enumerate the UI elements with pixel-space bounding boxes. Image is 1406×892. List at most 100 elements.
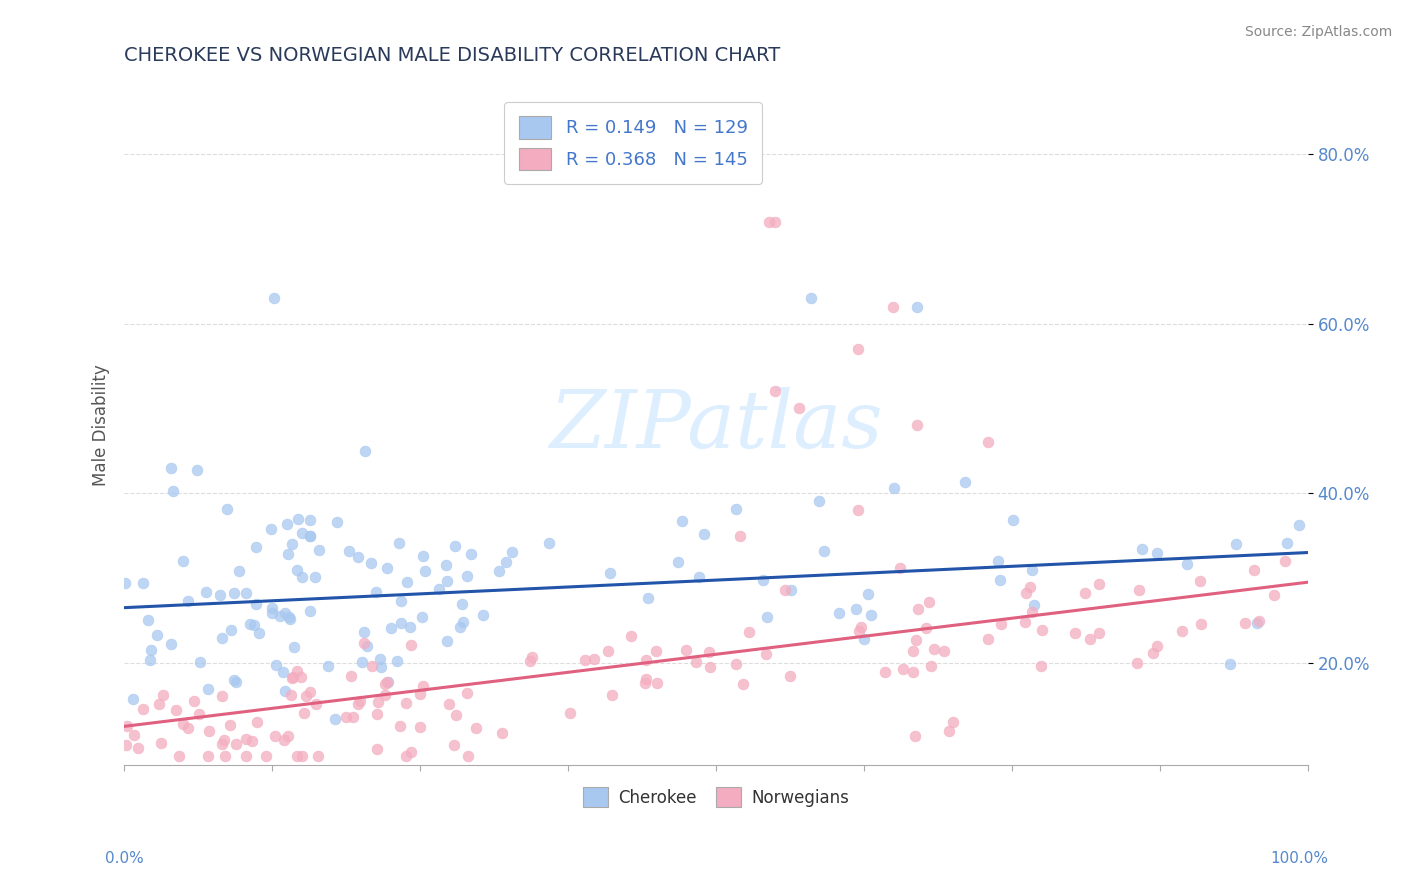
- Point: [1246, 615, 1268, 630]
- Point: [938, 723, 960, 738]
- Point: [380, 621, 402, 635]
- Point: [755, 647, 778, 661]
- Point: [724, 657, 747, 672]
- Point: [1130, 541, 1153, 556]
- Point: [399, 745, 422, 759]
- Point: [752, 573, 775, 587]
- Point: [374, 677, 396, 691]
- Point: [136, 613, 159, 627]
- Point: [366, 741, 388, 756]
- Text: ZIPatlas: ZIPatlas: [550, 386, 883, 464]
- Point: [904, 632, 927, 647]
- Point: [215, 502, 238, 516]
- Point: [1146, 546, 1168, 560]
- Point: [225, 738, 247, 752]
- Point: [1219, 657, 1241, 671]
- Point: [647, 676, 669, 690]
- Point: [122, 728, 145, 742]
- Point: [905, 300, 928, 314]
- Point: [596, 643, 619, 657]
- Point: [1189, 574, 1212, 589]
- Point: [211, 632, 233, 646]
- Point: [443, 738, 465, 752]
- Point: [685, 655, 707, 669]
- Point: [245, 540, 267, 554]
- Point: [411, 610, 433, 624]
- Point: [1275, 535, 1298, 549]
- Point: [891, 662, 914, 676]
- Point: [728, 528, 751, 542]
- Point: [671, 514, 693, 528]
- Point: [159, 637, 181, 651]
- Point: [449, 620, 471, 634]
- Point: [264, 657, 287, 672]
- Point: [800, 291, 823, 305]
- Point: [620, 629, 643, 643]
- Point: [132, 575, 155, 590]
- Point: [197, 749, 219, 764]
- Point: [787, 401, 810, 416]
- Point: [274, 683, 297, 698]
- Point: [243, 617, 266, 632]
- Point: [263, 291, 285, 305]
- Point: [285, 749, 308, 764]
- Point: [228, 564, 250, 578]
- Point: [645, 644, 668, 658]
- Point: [1274, 554, 1296, 568]
- Point: [1146, 639, 1168, 653]
- Point: [367, 695, 389, 709]
- Point: [848, 624, 870, 639]
- Point: [915, 621, 938, 635]
- Point: [208, 588, 231, 602]
- Point: [688, 570, 710, 584]
- Point: [280, 688, 302, 702]
- Point: [901, 644, 924, 658]
- Point: [131, 701, 153, 715]
- Point: [225, 675, 247, 690]
- Point: [1001, 513, 1024, 527]
- Point: [1064, 625, 1087, 640]
- Point: [1087, 577, 1109, 591]
- Point: [456, 686, 478, 700]
- Point: [443, 539, 465, 553]
- Point: [370, 659, 392, 673]
- Point: [235, 749, 257, 764]
- Point: [522, 650, 544, 665]
- Point: [177, 721, 200, 735]
- Point: [238, 616, 260, 631]
- Point: [1171, 624, 1194, 639]
- Point: [889, 560, 911, 574]
- Point: [287, 512, 309, 526]
- Point: [437, 697, 460, 711]
- Point: [813, 543, 835, 558]
- Point: [385, 653, 408, 667]
- Point: [755, 609, 778, 624]
- Point: [1029, 658, 1052, 673]
- Point: [148, 697, 170, 711]
- Point: [246, 715, 269, 730]
- Y-axis label: Male Disability: Male Disability: [93, 365, 110, 486]
- Point: [882, 300, 904, 314]
- Point: [308, 543, 330, 558]
- Point: [366, 707, 388, 722]
- Point: [953, 475, 976, 489]
- Point: [277, 729, 299, 743]
- Point: [339, 669, 361, 683]
- Point: [922, 642, 945, 657]
- Point: [273, 733, 295, 747]
- Point: [183, 694, 205, 708]
- Text: CHEROKEE VS NORWEGIAN MALE DISABILITY CORRELATION CHART: CHEROKEE VS NORWEGIAN MALE DISABILITY CO…: [124, 46, 780, 65]
- Point: [278, 612, 301, 626]
- Point: [1031, 623, 1053, 637]
- Point: [907, 601, 929, 615]
- Point: [763, 384, 786, 399]
- Point: [285, 664, 308, 678]
- Point: [160, 460, 183, 475]
- Point: [127, 741, 149, 756]
- Point: [346, 549, 368, 564]
- Point: [260, 522, 283, 536]
- Point: [388, 719, 411, 733]
- Point: [471, 608, 494, 623]
- Point: [307, 749, 329, 764]
- Point: [342, 710, 364, 724]
